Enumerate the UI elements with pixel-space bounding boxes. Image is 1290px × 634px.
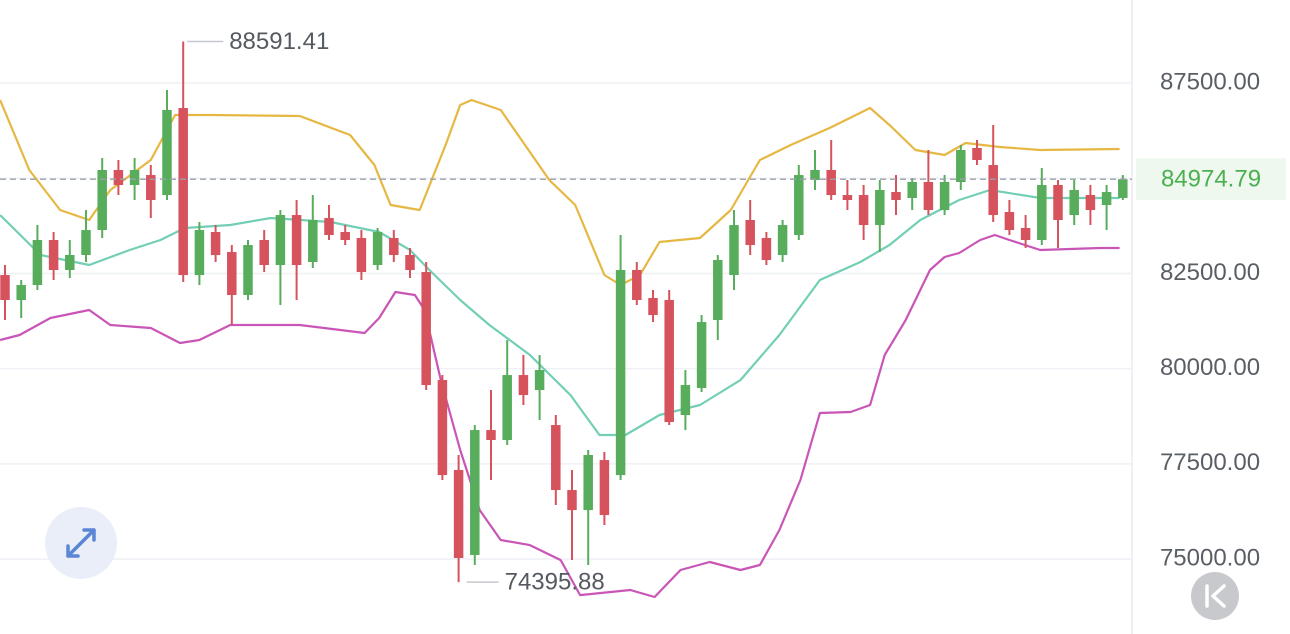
candle-body: [696, 322, 707, 389]
last-price-badge: [1136, 158, 1286, 201]
band-line: [0, 233, 1120, 599]
candle-body: [162, 110, 172, 196]
y-tick-label: 80000.00: [1160, 354, 1260, 381]
candle-body: [567, 490, 577, 511]
candle-body: [988, 165, 998, 216]
candle-body: [0, 275, 10, 301]
candle-body: [389, 238, 399, 256]
candle-body: [1053, 185, 1063, 221]
candle-body: [243, 245, 253, 296]
candle-body: [891, 192, 901, 201]
candle-body: [680, 385, 691, 416]
y-tick-label: 75000.00: [1160, 544, 1260, 571]
candle-body: [583, 455, 593, 511]
candle-body: [486, 430, 496, 441]
candle-body: [194, 230, 205, 276]
candle-body: [745, 220, 755, 246]
candle-body: [1020, 228, 1031, 241]
candle-body: [113, 170, 124, 186]
y-tick-label: 87500.00: [1160, 68, 1260, 95]
candle-body: [291, 215, 302, 266]
candle-body: [875, 189, 885, 226]
candle-body: [48, 240, 59, 271]
candle-body: [664, 300, 674, 423]
candle-body: [810, 170, 820, 181]
candle-body: [534, 370, 545, 391]
candle-body: [632, 270, 642, 301]
candle-body: [729, 225, 739, 276]
candle-body: [356, 238, 367, 273]
candle-body: [437, 380, 448, 476]
candle-body: [502, 375, 512, 441]
plot-area: [0, 41, 1128, 599]
candle-body: [826, 170, 836, 196]
candle-body: [599, 460, 610, 516]
candle-body: [146, 175, 156, 201]
candle-body: [227, 252, 237, 296]
candle-body: [923, 182, 934, 211]
last-price-label: 84974.79: [1161, 166, 1261, 193]
candle-body: [842, 195, 853, 201]
candle-body: [129, 170, 140, 186]
scroll-to-latest-button[interactable]: [1191, 572, 1239, 620]
candle-body: [907, 182, 917, 198]
labels: 75000.00 77500.00 80000.00 82500.00 87500.00…: [0, 28, 1286, 595]
candle-body: [32, 240, 43, 286]
candle-body: [453, 470, 464, 559]
grid: [0, 82, 1132, 560]
candle-body: [1037, 185, 1047, 241]
candle-body: [275, 215, 286, 266]
max-label: 88591.41: [229, 28, 329, 55]
candle-body: [97, 170, 107, 231]
candle-body: [470, 430, 480, 556]
candle-body: [308, 220, 318, 263]
candle-body: [794, 175, 804, 236]
y-tick-label: 82500.00: [1160, 259, 1260, 286]
band-line: [0, 188, 1120, 437]
candle-body: [421, 272, 431, 386]
candle-body: [551, 425, 561, 491]
candle-body: [1118, 179, 1128, 198]
candle-body: [956, 150, 966, 183]
candle-body: [1069, 189, 1079, 216]
candle-body: [615, 270, 626, 476]
candle-body: [81, 230, 91, 256]
candle-body: [1085, 195, 1096, 211]
expand-button[interactable]: [45, 507, 117, 579]
y-tick-label: 77500.00: [1160, 449, 1260, 476]
candle-body: [16, 285, 26, 301]
candle-body: [761, 238, 772, 261]
min-label: 74395.88: [505, 568, 605, 595]
candle-body: [340, 232, 350, 241]
candle-body: [65, 255, 75, 271]
candle-body: [405, 255, 415, 271]
candle-body: [259, 240, 269, 266]
candle-body: [939, 182, 950, 211]
candle-body: [178, 108, 188, 276]
candle-body: [324, 218, 334, 236]
candle-body: [648, 298, 658, 316]
candle-body: [972, 147, 982, 161]
candle-body: [518, 375, 529, 396]
candle-body: [1101, 192, 1112, 206]
candle-body: [777, 225, 788, 256]
candle-body: [713, 260, 723, 321]
candle-body: [858, 195, 869, 226]
candle-body: [372, 232, 383, 266]
candle-body: [1004, 212, 1015, 231]
candle-body: [210, 232, 221, 256]
